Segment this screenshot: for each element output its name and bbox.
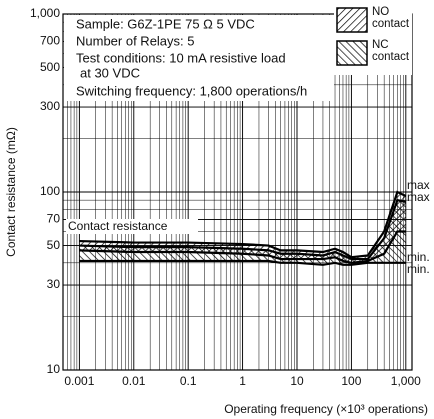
annotation: min. — [407, 262, 430, 276]
info-text: Sample: G6Z-1PE 75 Ω 5 VDC — [76, 16, 255, 31]
y-tick-label: 50 — [47, 238, 61, 252]
plot-area — [79, 190, 407, 266]
annotation-bg — [66, 219, 198, 234]
band-fill — [79, 192, 406, 263]
legend-swatch — [336, 40, 368, 66]
band-fill — [79, 200, 406, 265]
info-text: Test conditions: 10 mA resistive load — [76, 50, 286, 65]
info-bg — [64, 15, 334, 101]
legend-label: NC contact — [372, 39, 410, 63]
x-tick-label: 1,000 — [391, 374, 421, 388]
x-tick-label: 100 — [341, 374, 361, 388]
info-text: Number of Relays: 5 — [76, 33, 195, 48]
info-text: at 30 VDC — [80, 65, 140, 80]
annotation: max — [407, 178, 430, 192]
y-axis-label: Contact resistance (mΩ) — [4, 127, 18, 257]
y-tick-label: 70 — [47, 212, 61, 226]
x-tick-label: 1 — [239, 374, 246, 388]
band-upper-line — [79, 190, 407, 259]
band-lower-line — [79, 259, 406, 266]
x-tick-label: 0.001 — [64, 374, 94, 388]
info-text: Switching frequency: 1,800 operations/h — [76, 83, 307, 98]
x-tick-label: 0.1 — [180, 374, 197, 388]
y-tick-label: 300 — [40, 99, 60, 113]
x-tick-label: 10 — [290, 374, 304, 388]
x-tick-label: 0.01 — [122, 374, 146, 388]
x-axis-label: Operating frequency (×10³ operations) — [224, 402, 428, 416]
annotation: max — [407, 190, 430, 204]
band-upper-line — [79, 198, 407, 261]
y-tick-label: 500 — [40, 60, 60, 74]
y-tick-label: 30 — [47, 277, 61, 291]
legend-label: NO contact — [372, 6, 410, 30]
y-tick-label: 100 — [40, 184, 60, 198]
y-tick-label: 10 — [47, 362, 61, 376]
legend-swatch — [336, 7, 368, 33]
annotation: min. — [407, 250, 430, 264]
y-tick-label: 1,000 — [30, 6, 60, 20]
annotation: Contact resistance — [68, 219, 168, 233]
y-tick-label: 700 — [40, 34, 60, 48]
